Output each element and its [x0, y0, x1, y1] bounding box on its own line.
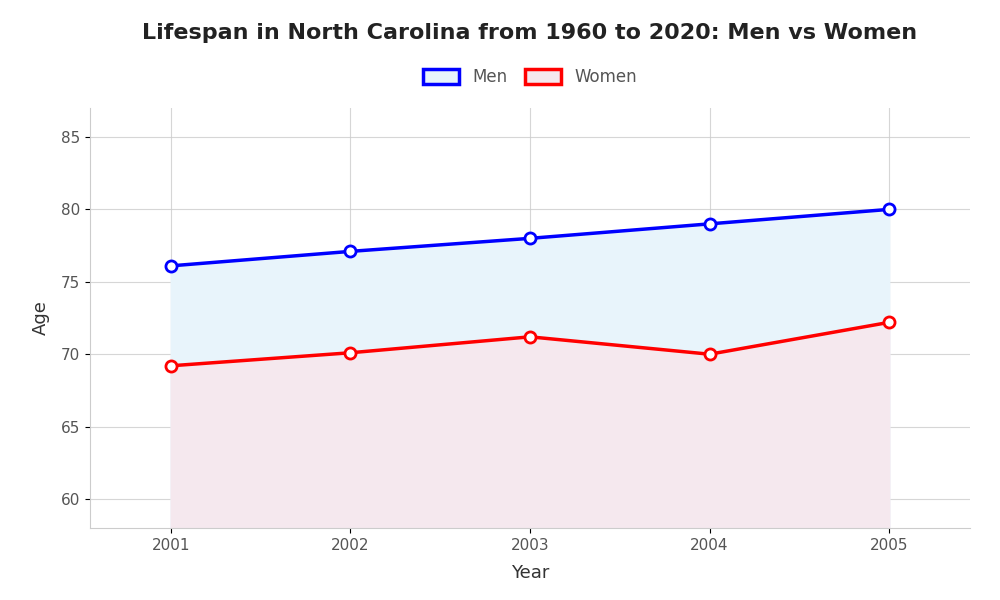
- Title: Lifespan in North Carolina from 1960 to 2020: Men vs Women: Lifespan in North Carolina from 1960 to …: [142, 23, 918, 43]
- Legend: Men, Women: Men, Women: [416, 62, 644, 93]
- Y-axis label: Age: Age: [32, 301, 50, 335]
- X-axis label: Year: Year: [511, 564, 549, 582]
